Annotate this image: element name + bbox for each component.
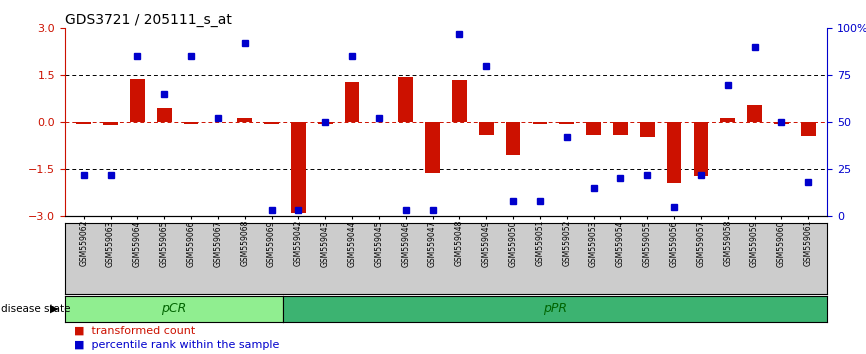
Bar bbox=[291, 122, 306, 213]
Bar bbox=[586, 122, 601, 135]
Bar bbox=[103, 122, 118, 125]
Bar bbox=[264, 122, 279, 124]
Bar bbox=[667, 122, 682, 183]
Text: pPR: pPR bbox=[543, 302, 567, 315]
Bar bbox=[237, 118, 252, 122]
Text: ■  transformed count: ■ transformed count bbox=[74, 326, 195, 336]
Bar bbox=[533, 122, 547, 124]
Text: disease state: disease state bbox=[1, 304, 70, 314]
Text: ▶: ▶ bbox=[50, 304, 59, 314]
Bar bbox=[694, 122, 708, 176]
Text: ■  percentile rank within the sample: ■ percentile rank within the sample bbox=[74, 340, 279, 350]
Bar bbox=[398, 78, 413, 122]
Text: GDS3721 / 205111_s_at: GDS3721 / 205111_s_at bbox=[65, 13, 232, 27]
Bar bbox=[452, 80, 467, 122]
Bar bbox=[801, 122, 816, 136]
Bar bbox=[559, 122, 574, 124]
Bar bbox=[613, 122, 628, 135]
Bar bbox=[130, 79, 145, 122]
Bar bbox=[76, 122, 91, 124]
Bar bbox=[506, 122, 520, 155]
Text: pCR: pCR bbox=[161, 302, 186, 315]
Bar bbox=[747, 105, 762, 122]
Bar bbox=[318, 122, 333, 124]
Bar bbox=[640, 122, 655, 137]
Bar bbox=[184, 122, 198, 124]
Bar bbox=[721, 118, 735, 122]
Bar bbox=[157, 108, 171, 122]
Bar bbox=[479, 122, 494, 135]
Bar bbox=[425, 122, 440, 173]
Bar bbox=[774, 122, 789, 124]
Bar bbox=[345, 82, 359, 122]
